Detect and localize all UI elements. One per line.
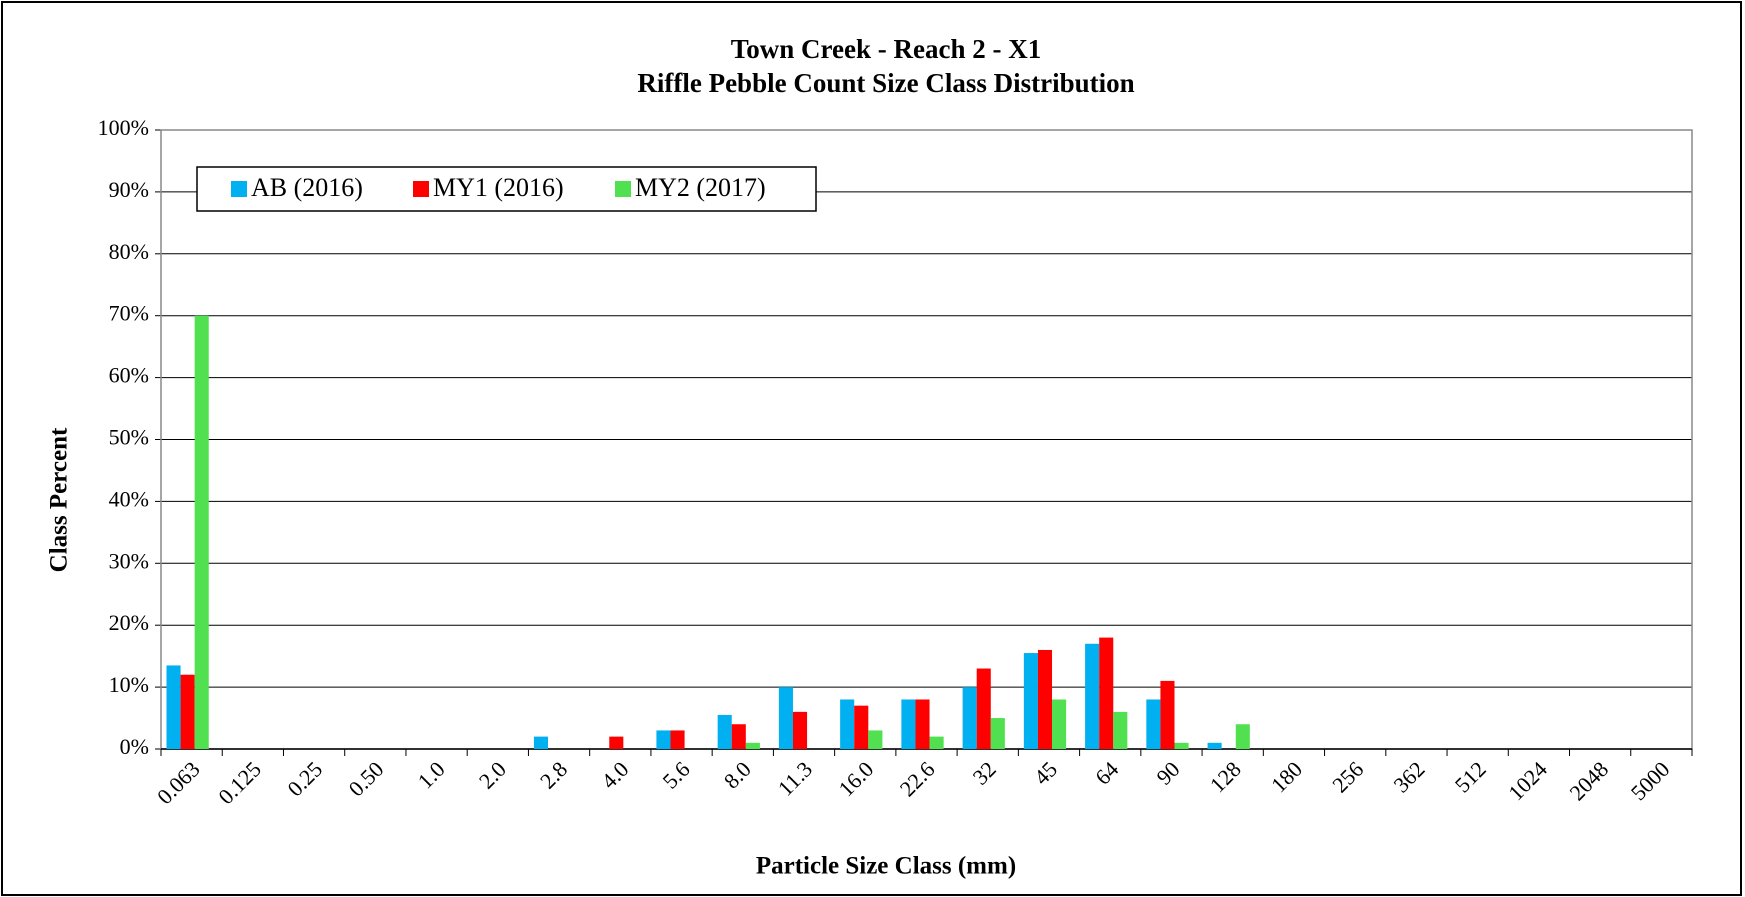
bar xyxy=(915,699,930,749)
bar xyxy=(990,718,1005,749)
bar xyxy=(731,724,746,749)
bar xyxy=(180,674,195,749)
bar xyxy=(1052,699,1067,749)
bar xyxy=(670,730,685,749)
bar xyxy=(717,714,732,749)
y-tick-label: 20% xyxy=(109,610,149,635)
y-tick-label: 50% xyxy=(109,425,149,450)
legend-swatch xyxy=(231,181,247,197)
bar xyxy=(166,665,181,749)
bar xyxy=(929,736,944,749)
bar xyxy=(1099,637,1114,749)
y-tick-label: 100% xyxy=(98,115,149,140)
bar xyxy=(976,668,991,749)
x-axis-title: Particle Size Class (mm) xyxy=(756,853,1016,880)
bar xyxy=(840,699,855,749)
chart-title: Town Creek - Reach 2 - X1 xyxy=(731,34,1042,64)
y-axis-title: Class Percent xyxy=(46,427,73,572)
bar xyxy=(1113,711,1128,749)
legend-label: MY2 (2017) xyxy=(635,173,766,202)
bar xyxy=(194,315,209,749)
bar xyxy=(901,699,916,749)
y-tick-label: 80% xyxy=(109,239,149,264)
legend-swatch xyxy=(413,181,429,197)
bar xyxy=(1023,653,1038,749)
bar xyxy=(533,736,549,749)
bar xyxy=(1235,724,1250,749)
bar xyxy=(1174,742,1189,749)
y-tick-label: 60% xyxy=(109,363,149,388)
bar xyxy=(745,742,760,749)
y-tick-label: 40% xyxy=(109,486,149,511)
y-tick-label: 70% xyxy=(109,301,149,326)
y-tick-label: 30% xyxy=(109,548,149,573)
legend-label: AB (2016) xyxy=(251,173,363,202)
bar xyxy=(854,705,869,749)
bar xyxy=(1085,643,1100,749)
legend-label: MY1 (2016) xyxy=(433,173,564,202)
legend-swatch xyxy=(615,181,631,197)
bar xyxy=(609,736,624,749)
bar xyxy=(962,687,977,749)
bar xyxy=(1160,680,1175,749)
bar xyxy=(868,730,883,749)
bar xyxy=(656,730,671,749)
bar xyxy=(1207,742,1222,749)
y-tick-label: 90% xyxy=(109,177,149,202)
bar xyxy=(1037,649,1053,749)
legend-box xyxy=(196,166,817,212)
bar xyxy=(792,711,808,749)
bar xyxy=(1146,699,1161,749)
bar xyxy=(778,687,793,749)
y-tick-label: 0% xyxy=(120,734,149,759)
y-tick-label: 10% xyxy=(109,672,149,697)
chart-subtitle: Riffle Pebble Count Size Class Distribut… xyxy=(637,68,1134,98)
